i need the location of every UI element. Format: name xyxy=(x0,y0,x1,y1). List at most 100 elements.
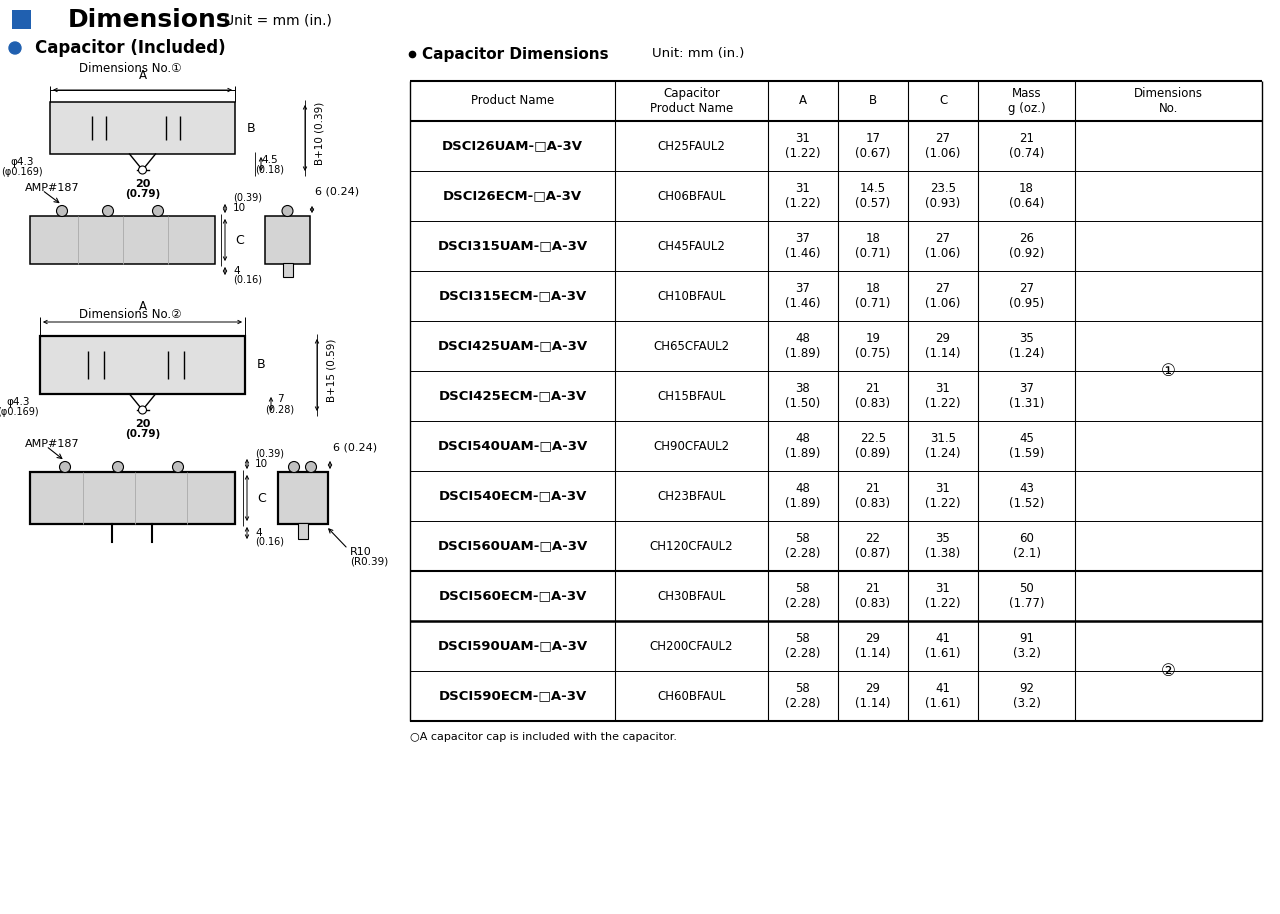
Text: 92
(3.2): 92 (3.2) xyxy=(1012,682,1041,710)
Text: 58
(2.28): 58 (2.28) xyxy=(786,582,820,610)
Text: DSCI540UAM-□A-3V: DSCI540UAM-□A-3V xyxy=(438,440,588,452)
Text: (0.16): (0.16) xyxy=(233,274,262,284)
Text: DSCI590UAM-□A-3V: DSCI590UAM-□A-3V xyxy=(438,640,588,653)
Text: 48
(1.89): 48 (1.89) xyxy=(786,332,820,360)
Text: 58
(2.28): 58 (2.28) xyxy=(786,632,820,660)
Text: (0.16): (0.16) xyxy=(255,537,284,547)
Text: 27
(1.06): 27 (1.06) xyxy=(925,232,961,260)
Text: CH30BFAUL: CH30BFAUL xyxy=(658,590,726,602)
Text: Capacitor Dimensions: Capacitor Dimensions xyxy=(422,47,608,61)
Text: (0.18): (0.18) xyxy=(256,165,284,175)
Text: Capacitor
Product Name: Capacitor Product Name xyxy=(650,87,733,115)
Text: 50
(1.77): 50 (1.77) xyxy=(1009,582,1044,610)
Text: 45
(1.59): 45 (1.59) xyxy=(1009,432,1044,460)
Text: 17
(0.67): 17 (0.67) xyxy=(855,132,891,160)
Text: R10: R10 xyxy=(349,547,371,557)
Text: (0.39): (0.39) xyxy=(233,193,262,203)
Text: (φ0.169): (φ0.169) xyxy=(1,167,42,177)
Bar xyxy=(265,216,310,264)
Text: 38
(1.50): 38 (1.50) xyxy=(786,382,820,410)
Circle shape xyxy=(113,462,123,473)
Text: DSCI26ECM-□A-3V: DSCI26ECM-□A-3V xyxy=(443,189,582,203)
Text: CH15BFAUL: CH15BFAUL xyxy=(657,389,726,402)
Text: 22
(0.87): 22 (0.87) xyxy=(855,532,891,560)
Text: CH06BFAUL: CH06BFAUL xyxy=(657,189,726,203)
Text: 48
(1.89): 48 (1.89) xyxy=(786,432,820,460)
Text: B: B xyxy=(257,358,266,371)
Text: CH10BFAUL: CH10BFAUL xyxy=(657,290,726,303)
Circle shape xyxy=(138,166,146,174)
Circle shape xyxy=(282,206,293,217)
Text: 21
(0.83): 21 (0.83) xyxy=(855,382,891,410)
Text: C: C xyxy=(257,492,266,505)
Text: 31
(1.22): 31 (1.22) xyxy=(925,382,961,410)
Bar xyxy=(12,10,31,29)
Text: (0.79): (0.79) xyxy=(125,429,160,439)
Text: C: C xyxy=(938,94,947,108)
Circle shape xyxy=(9,42,20,54)
Text: 27
(1.06): 27 (1.06) xyxy=(925,282,961,310)
Text: 31
(1.22): 31 (1.22) xyxy=(785,132,820,160)
Text: CH45FAUL2: CH45FAUL2 xyxy=(658,239,726,252)
Text: B: B xyxy=(869,94,877,108)
Text: AMP#187: AMP#187 xyxy=(26,439,79,449)
Text: φ4.3: φ4.3 xyxy=(6,397,29,407)
Text: 58
(2.28): 58 (2.28) xyxy=(786,532,820,560)
Text: DSCI540ECM-□A-3V: DSCI540ECM-□A-3V xyxy=(438,490,586,503)
Text: 58
(2.28): 58 (2.28) xyxy=(786,682,820,710)
Text: C: C xyxy=(236,233,243,247)
Text: 4: 4 xyxy=(233,266,239,276)
Circle shape xyxy=(56,206,68,217)
Circle shape xyxy=(102,206,114,217)
Text: 22.5
(0.89): 22.5 (0.89) xyxy=(855,432,891,460)
Text: 29
(1.14): 29 (1.14) xyxy=(855,682,891,710)
Bar xyxy=(29,216,215,264)
Text: 60
(2.1): 60 (2.1) xyxy=(1012,532,1041,560)
Text: 18
(0.71): 18 (0.71) xyxy=(855,282,891,310)
Text: DSCI425UAM-□A-3V: DSCI425UAM-□A-3V xyxy=(438,339,588,353)
Bar xyxy=(283,263,293,277)
Text: ○A capacitor cap is included with the capacitor.: ○A capacitor cap is included with the ca… xyxy=(410,732,677,742)
Text: 35
(1.24): 35 (1.24) xyxy=(1009,332,1044,360)
Text: 18
(0.64): 18 (0.64) xyxy=(1009,182,1044,210)
Text: (0.79): (0.79) xyxy=(125,189,160,199)
Text: CH200CFAUL2: CH200CFAUL2 xyxy=(650,640,733,653)
Circle shape xyxy=(306,462,316,473)
Text: 31
(1.22): 31 (1.22) xyxy=(925,482,961,510)
Text: 6 (0.24): 6 (0.24) xyxy=(315,186,360,196)
Text: ①: ① xyxy=(1161,362,1176,380)
Text: 43
(1.52): 43 (1.52) xyxy=(1009,482,1044,510)
Circle shape xyxy=(173,462,183,473)
Text: Dimensions No.②: Dimensions No.② xyxy=(78,307,182,321)
Text: 27
(0.95): 27 (0.95) xyxy=(1009,282,1044,310)
Text: Dimensions: Dimensions xyxy=(68,8,232,32)
Text: DSCI590ECM-□A-3V: DSCI590ECM-□A-3V xyxy=(438,689,586,703)
Text: 6 (0.24): 6 (0.24) xyxy=(333,442,378,452)
Text: 91
(3.2): 91 (3.2) xyxy=(1012,632,1041,660)
Text: CH65CFAUL2: CH65CFAUL2 xyxy=(653,339,730,353)
Text: DSCI560UAM-□A-3V: DSCI560UAM-□A-3V xyxy=(438,539,588,552)
Text: 37
(1.31): 37 (1.31) xyxy=(1009,382,1044,410)
Text: A: A xyxy=(138,300,146,313)
Bar xyxy=(29,472,236,524)
Circle shape xyxy=(138,406,146,414)
Text: (R0.39): (R0.39) xyxy=(349,557,388,567)
Text: Dimensions No.①: Dimensions No.① xyxy=(78,62,182,76)
Text: DSCI26UAM-□A-3V: DSCI26UAM-□A-3V xyxy=(442,140,582,153)
Text: 20: 20 xyxy=(134,179,150,189)
Text: Capacitor (Included): Capacitor (Included) xyxy=(35,39,225,57)
Text: 4: 4 xyxy=(255,528,261,538)
Text: CH120CFAUL2: CH120CFAUL2 xyxy=(650,539,733,552)
Circle shape xyxy=(152,206,164,217)
Text: CH23BFAUL: CH23BFAUL xyxy=(657,490,726,503)
Text: AMP#187: AMP#187 xyxy=(26,183,79,193)
Text: Mass
g (oz.): Mass g (oz.) xyxy=(1007,87,1046,115)
Text: 41
(1.61): 41 (1.61) xyxy=(925,682,961,710)
Text: 37
(1.46): 37 (1.46) xyxy=(785,232,820,260)
Text: 26
(0.92): 26 (0.92) xyxy=(1009,232,1044,260)
Text: 21
(0.83): 21 (0.83) xyxy=(855,582,891,610)
Text: φ4.3: φ4.3 xyxy=(10,157,33,167)
Text: Product Name: Product Name xyxy=(471,94,554,108)
Bar xyxy=(50,102,236,154)
Text: B+15 (0.59): B+15 (0.59) xyxy=(326,338,337,401)
